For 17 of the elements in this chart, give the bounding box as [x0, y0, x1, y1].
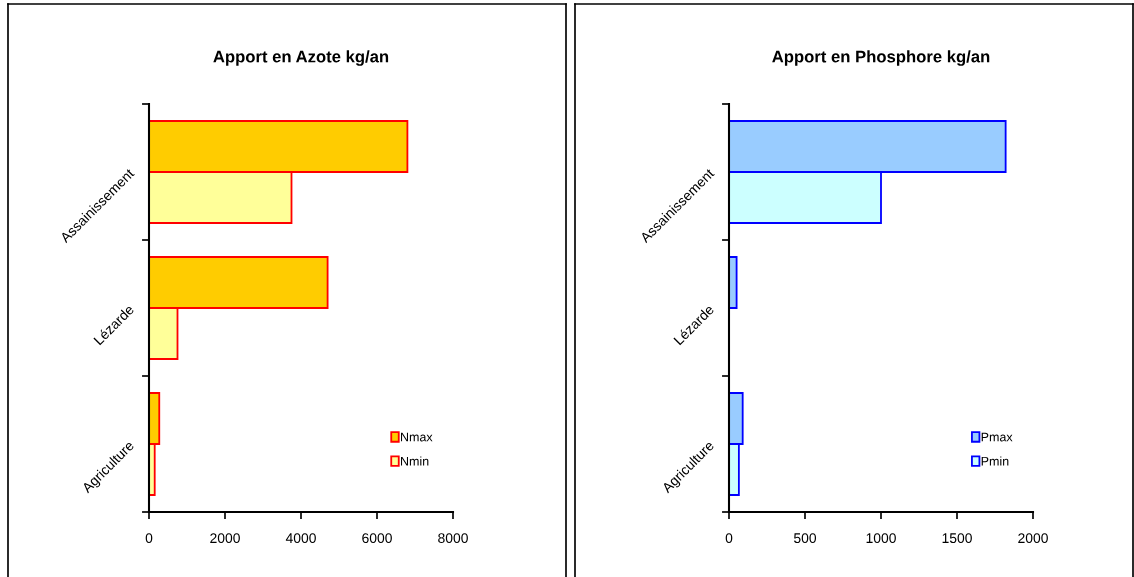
legend-label: Nmax [401, 432, 433, 442]
bar [729, 256, 738, 309]
x-tick-label: 0 [725, 533, 733, 544]
legend-label: Pmax [981, 432, 1013, 442]
x-tick-label: 500 [793, 533, 817, 544]
chart-title: Apport en Azote kg/an [213, 50, 389, 66]
chart-title: Apport en Phosphore kg/an [772, 50, 990, 66]
x-tick-label: 8000 [438, 533, 468, 544]
legend-label: Nmin [401, 456, 429, 466]
x-tick-label: 2000 [210, 533, 240, 544]
x-tick-label: 2000 [1018, 533, 1048, 544]
legend-label: Pmin [981, 456, 1009, 466]
x-tick-label: 0 [145, 533, 153, 544]
x-tick-label: 6000 [362, 533, 392, 544]
x-tick-label: 1000 [866, 533, 896, 544]
x-tick-label: 1500 [942, 533, 972, 544]
x-tick-label: 4000 [285, 533, 316, 544]
